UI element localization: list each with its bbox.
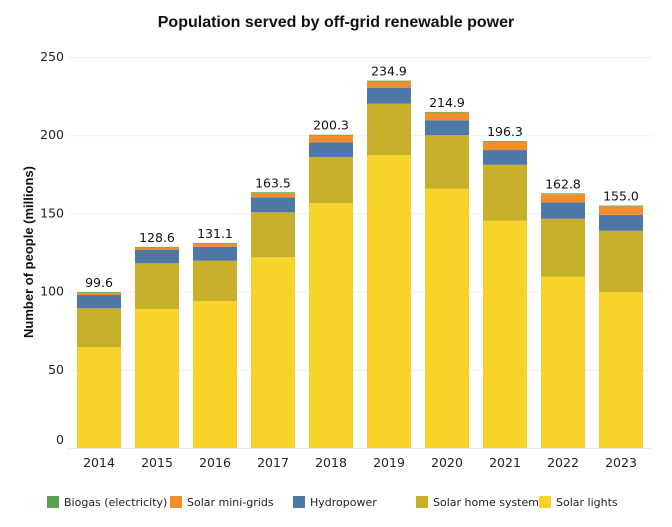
bar-segment-biogas-electricity [251,192,295,194]
bar-segment-solar-lights [193,300,237,448]
legend: Biogas (electricity) Solar mini-grids Hydr… [47,496,618,509]
x-tick-label: 2023 [605,455,637,470]
bar-segment-solar-home-systems [541,218,585,277]
bar-segment-solar-home-systems [251,212,295,258]
x-tick-label: 2019 [373,455,405,470]
bar-segment-solar-lights [77,347,121,448]
bar-segment-solar-lights [135,308,179,448]
y-tick-label: 0 [56,432,64,447]
legend-label: Biogas (electricity) [64,496,167,509]
bar-segment-solar-mini-grids [193,243,237,247]
bar-segment-biogas-electricity [483,140,527,142]
bar-segment-solar-lights [541,276,585,448]
total-label: 234.9 [371,64,407,79]
bar-segment-solar-home-systems [309,156,353,204]
total-label: 155.0 [603,189,639,204]
bar-segment-biogas-electricity [599,205,643,207]
x-tick-label: 2018 [315,455,347,470]
bar-segment-hydropower [251,197,295,213]
bar-segment-solar-lights [599,292,643,448]
bar-segment-solar-home-systems [77,308,121,348]
bar-segment-solar-lights [367,155,411,448]
bar-segment-solar-mini-grids [599,206,643,215]
legend-swatch [539,496,551,508]
legend-swatch [293,496,305,508]
bar-segment-hydropower [135,249,179,264]
bar-segment-biogas-electricity [135,246,179,248]
bar-segment-biogas-electricity [425,111,469,113]
bar-segment-hydropower [309,142,353,157]
chart-title: Population served by off-grid renewable … [158,14,515,31]
bar-segment-solar-mini-grids [541,194,585,203]
legend-label: Solar mini-grids [187,496,274,509]
bar-segment-hydropower [425,120,469,136]
bar-segment-solar-home-systems [367,103,411,156]
y-tick-label: 200 [40,127,64,142]
legend-label: Hydropower [310,496,377,509]
x-tick-label: 2022 [547,455,579,470]
legend-label: Solar home systems [433,496,545,509]
bar-segment-solar-lights [251,257,295,448]
y-tick-label: 100 [40,284,64,299]
legend-label: Solar lights [556,496,618,509]
y-tick-label: 50 [48,362,64,377]
bar-segment-solar-mini-grids [135,247,179,250]
x-tick-label: 2016 [199,455,231,470]
x-tick-label: 2021 [489,455,521,470]
legend-swatch [170,496,182,508]
y-tick-label: 250 [40,49,64,64]
total-label: 214.9 [429,95,465,110]
y-axis-label: Number of people (millions) [21,166,36,338]
total-label: 163.5 [255,175,291,190]
bar-segment-biogas-electricity [77,292,121,294]
bar-segment-solar-mini-grids [77,293,121,296]
bar-segment-solar-lights [483,220,527,448]
bar-segment-solar-home-systems [193,260,237,301]
total-label: 162.8 [545,176,581,191]
total-label: 131.1 [197,226,233,241]
legend-item: Solar home systems [416,496,545,509]
bar-segment-hydropower [77,295,121,309]
total-label: 200.3 [313,118,349,133]
bar-segment-solar-mini-grids [425,112,469,121]
legend-swatch [416,496,428,508]
bar-segment-solar-home-systems [599,230,643,293]
legend-swatch [47,496,59,508]
bar-segment-solar-mini-grids [309,135,353,143]
bar-segment-hydropower [367,87,411,104]
bar-segment-hydropower [193,246,237,261]
bar-segment-hydropower [483,150,527,165]
total-label: 196.3 [487,124,523,139]
bar-segment-solar-home-systems [425,135,469,189]
bar-segment-biogas-electricity [193,242,237,244]
bars [77,80,643,449]
y-tick-label: 150 [40,205,64,220]
x-tick-label: 2020 [431,455,463,470]
x-axis-ticks: 2014 2015 2016 2017 2018 2019 2020 2021 2022 2023 [83,455,637,470]
legend-item: Biogas (electricity) [47,496,167,509]
legend-item: Solar lights [539,496,618,509]
x-tick-label: 2015 [141,455,173,470]
bar-segment-solar-lights [425,188,469,449]
total-label: 99.6 [85,275,113,290]
total-labels: 99.6 128.6 131.1 163.5 200.3 234.9 214.9 196.3 1… [85,64,639,291]
bar-segment-biogas-electricity [309,134,353,136]
y-axis-ticks: 0 50 100 150 200 250 [40,49,64,447]
bar-segment-solar-home-systems [135,263,179,309]
legend-item: Solar mini-grids [170,496,274,509]
bar-segment-solar-mini-grids [483,141,527,151]
x-tick-label: 2014 [83,455,115,470]
bar-segment-biogas-electricity [541,193,585,195]
legend-item: Hydropower [293,496,377,509]
bar-segment-hydropower [541,202,585,219]
bar-segment-solar-lights [309,203,353,448]
x-tick-label: 2017 [257,455,289,470]
bar-segment-solar-home-systems [483,164,527,221]
bar-segment-biogas-electricity [367,80,411,82]
bar-segment-solar-mini-grids [251,193,295,198]
total-label: 128.6 [139,230,175,245]
bar-segment-solar-mini-grids [367,81,411,88]
bar-segment-hydropower [599,214,643,231]
